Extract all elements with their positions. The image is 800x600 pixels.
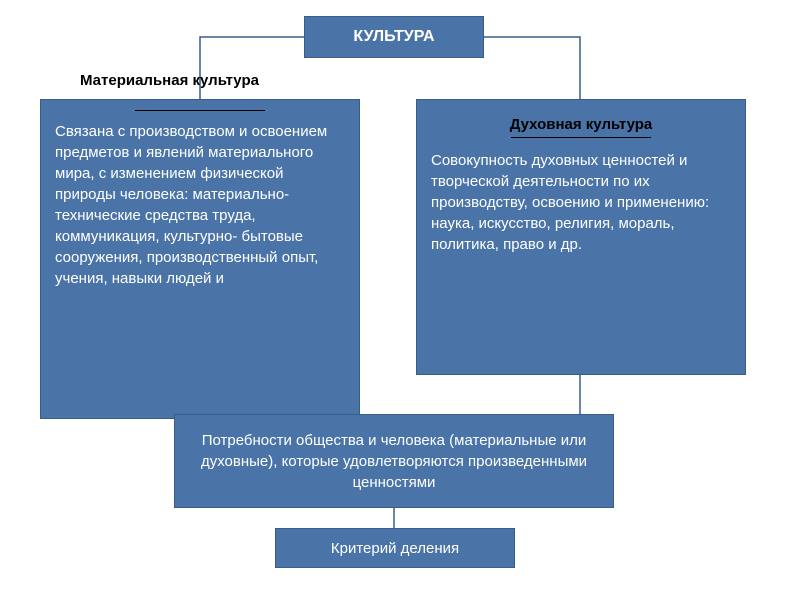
- needs-text: Потребности общества и человека (материа…: [187, 430, 601, 493]
- criterion-box: Критерий деления: [275, 528, 515, 568]
- spiritual-culture-title: Духовная культура: [431, 116, 731, 133]
- criterion-text: Критерий деления: [331, 540, 459, 557]
- material-culture-text: Связана с производством и освоением пред…: [55, 121, 345, 289]
- spiritual-culture-text: Совокупность духовных ценностей и творче…: [431, 150, 731, 255]
- culture-root-title: КУЛЬТУРА: [353, 28, 434, 46]
- material-culture-label: Материальная культура: [80, 72, 259, 89]
- material-underline: [135, 110, 265, 111]
- material-culture-box: Связана с производством и освоением пред…: [40, 99, 360, 419]
- needs-box: Потребности общества и человека (материа…: [174, 414, 614, 508]
- spiritual-underline: [511, 137, 651, 138]
- spiritual-culture-box: Духовная культура Совокупность духовных …: [416, 99, 746, 375]
- culture-root-box: КУЛЬТУРА: [304, 16, 484, 58]
